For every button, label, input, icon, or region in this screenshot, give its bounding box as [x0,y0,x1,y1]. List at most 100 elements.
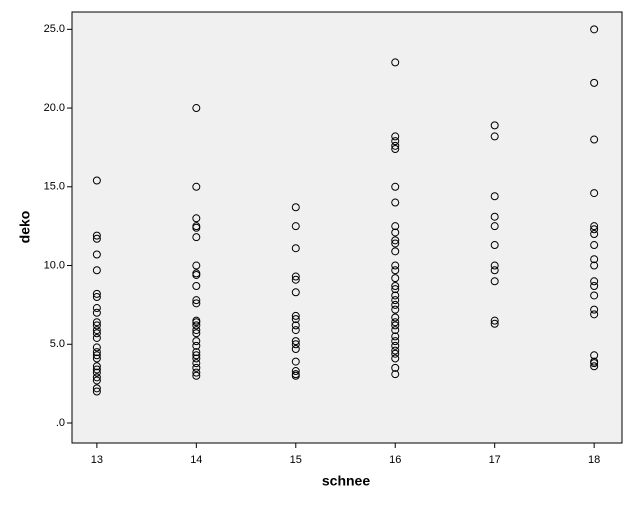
point [590,291,599,300]
point [590,255,599,264]
point [92,289,101,298]
point [391,349,400,358]
point [92,231,101,240]
point [490,132,499,141]
point [590,282,599,291]
point [92,362,101,371]
y-tick-label: 25.0 [44,23,65,35]
point [92,384,101,393]
point [391,363,400,372]
x-tick-label: 13 [91,454,103,466]
point [391,326,400,335]
point [391,145,400,154]
point [291,367,300,376]
point [490,222,499,231]
x-axis-label: schnee [322,473,370,489]
point [391,236,400,245]
point [391,285,400,294]
point [192,363,201,372]
point [192,359,201,368]
point [391,321,400,330]
point [92,308,101,317]
point [92,318,101,327]
x-tick-label: 15 [290,454,302,466]
point [391,58,400,67]
point [391,182,400,191]
point [192,261,201,270]
point [92,266,101,275]
point [391,291,400,300]
point [391,305,400,314]
point [92,293,101,302]
point [291,315,300,324]
point [391,337,400,346]
point [92,368,101,377]
point [391,266,400,275]
point [192,337,201,346]
point [391,261,400,270]
point [192,282,201,291]
y-axis-label: deko [17,211,33,244]
point [92,354,101,363]
y-tick-label: 15.0 [44,181,65,193]
point [590,222,599,231]
point [192,371,201,380]
point [391,346,400,355]
point [590,78,599,87]
point [192,348,201,357]
point [490,261,499,270]
point [92,376,101,385]
point [291,272,300,281]
point [391,370,400,379]
point [590,261,599,270]
x-tick-label: 14 [190,454,202,466]
point [391,300,400,309]
point [92,333,101,342]
point [291,337,300,346]
point [391,198,400,207]
plot-area [71,11,623,444]
point [192,270,201,279]
point [192,318,201,327]
point [490,121,499,130]
point [590,230,599,239]
point [192,354,201,363]
point [291,321,300,330]
point [291,344,300,353]
point [291,311,300,320]
point [391,274,400,283]
point [192,214,201,223]
x-tick-label: 18 [588,454,600,466]
point [490,212,499,221]
point [92,326,101,335]
point [192,326,201,335]
point [291,326,300,335]
x-tick-label: 16 [389,454,401,466]
point [391,222,400,231]
point [291,203,300,212]
point [490,319,499,328]
point [391,282,400,291]
point [391,239,400,248]
point [490,192,499,201]
point [291,222,300,231]
point [92,329,101,338]
point [92,343,101,352]
point [490,277,499,286]
point [391,296,400,305]
point [92,373,101,382]
point [590,241,599,250]
point [92,176,101,185]
point [590,351,599,360]
point [391,141,400,150]
point [192,321,201,330]
point [590,305,599,314]
point [391,318,400,327]
point [192,299,201,308]
point [92,234,101,243]
point [92,321,101,330]
point [590,359,599,368]
point [192,341,201,350]
y-tick-label: 20.0 [44,102,65,114]
